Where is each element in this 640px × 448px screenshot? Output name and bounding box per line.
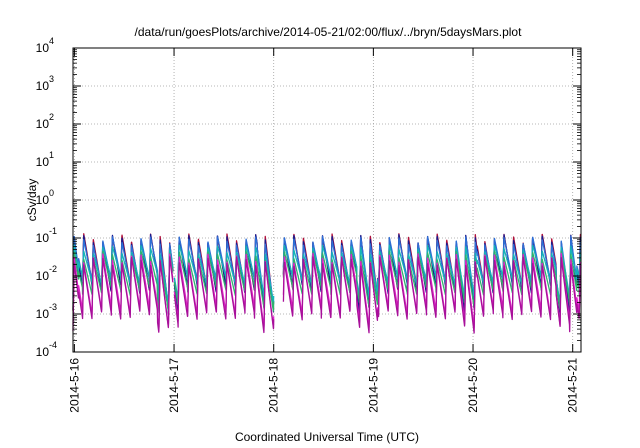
chart-title: /data/run/goesPlots/archive/2014-05-21/0… — [135, 25, 523, 39]
y-tick-exponent: -1 — [49, 226, 57, 236]
x-tick-label: 2014-5-21 — [566, 358, 580, 413]
y-tick-label: 10 — [36, 117, 50, 131]
y-tick-base: 10 — [36, 79, 50, 93]
x-tick-label: 2014-5-19 — [366, 358, 380, 413]
y-tick-label: 10 — [36, 269, 50, 283]
series-line — [72, 256, 582, 334]
y-tick-label: 10 — [36, 307, 50, 321]
y-tick-label: 10 — [36, 231, 50, 245]
y-tick-exponent: 1 — [49, 150, 54, 160]
y-tick-exponent: 2 — [49, 112, 54, 122]
x-tick-label: 2014-5-18 — [267, 358, 281, 413]
y-tick-exponent: -2 — [49, 264, 57, 274]
y-tick-label: 10 — [36, 155, 50, 169]
y-tick-label: 10 — [36, 193, 50, 207]
y-tick-exponent: -4 — [49, 340, 57, 350]
y-tick-base: 10 — [36, 41, 50, 55]
y-tick-base: 10 — [36, 155, 50, 169]
y-tick-exponent: -3 — [49, 302, 57, 312]
y-tick-exponent: 3 — [49, 74, 54, 84]
y-tick-base: 10 — [36, 269, 50, 283]
ticks — [73, 47, 581, 353]
x-tick-label: 2014-5-17 — [167, 358, 181, 413]
y-tick-base: 10 — [36, 117, 50, 131]
y-tick-exponent: 0 — [49, 188, 54, 198]
y-tick-exponent: 4 — [49, 36, 54, 46]
y-tick-label: 10 — [36, 79, 50, 93]
y-tick-base: 10 — [36, 193, 50, 207]
x-tick-label: 2014-5-16 — [67, 358, 81, 413]
y-tick-label: 10 — [36, 345, 50, 359]
x-axis-label: Coordinated Universal Time (UTC) — [235, 430, 419, 444]
y-axis-label: cSv/day — [25, 179, 39, 222]
y-tick-label: 10 — [36, 41, 50, 55]
x-tick-labels: 2014-5-16 2014-5-17 2014-5-18 2014-5-19 2014… — [67, 358, 579, 413]
x-tick-label: 2014-5-20 — [466, 358, 480, 413]
y-tick-base: 10 — [36, 345, 50, 359]
y-tick-base: 10 — [36, 307, 50, 321]
series-group — [72, 233, 582, 334]
y-tick-base: 10 — [36, 231, 50, 245]
